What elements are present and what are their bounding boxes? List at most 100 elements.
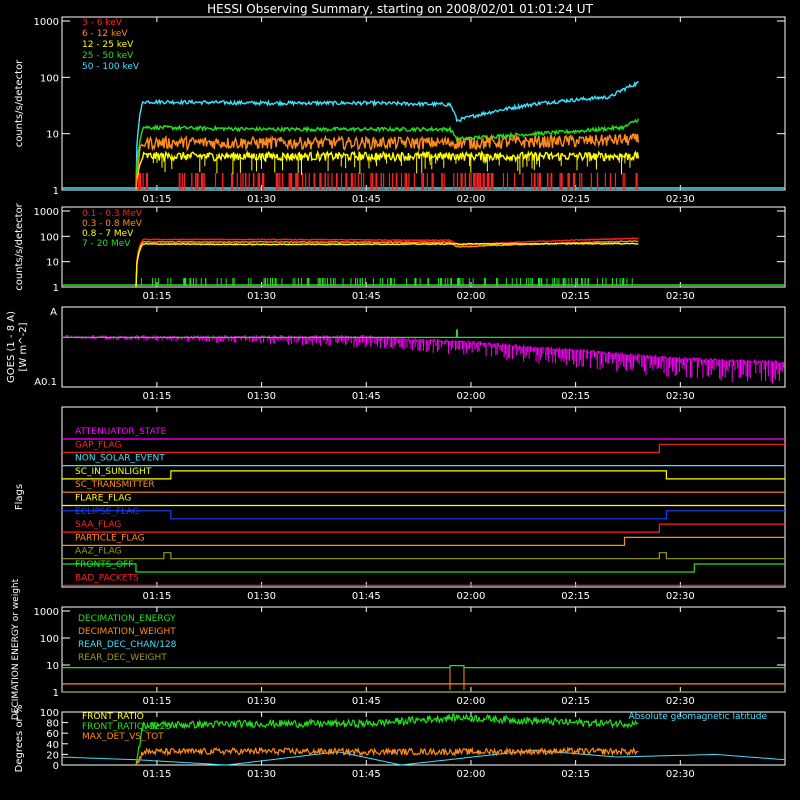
y-axis-label: Degrees or % xyxy=(14,705,25,773)
x-tick-label: 02:15 xyxy=(561,291,590,302)
y-axis-label: counts/s/detector xyxy=(14,202,25,290)
y-tick-label: 20 xyxy=(46,750,59,761)
chart-title: HESSI Observing Summary, starting on 200… xyxy=(207,2,593,16)
y-tick-label: 0 xyxy=(53,761,59,772)
legend-entry: 12 - 25 keV xyxy=(82,40,134,50)
x-tick-label: 01:30 xyxy=(247,696,276,707)
legend-entry: MAX_DET_VS_TOT xyxy=(82,732,164,742)
y-tick-label: 100 xyxy=(40,232,59,243)
x-tick-label: 01:30 xyxy=(247,391,276,402)
y-axis-label: GOES (1 - 8 A) xyxy=(6,311,17,383)
y-tick-label: 100 xyxy=(40,634,59,645)
x-tick-label: 01:45 xyxy=(352,291,381,302)
flag-label: SC_IN_SUNLIGHT xyxy=(75,467,152,477)
x-tick-label: 02:30 xyxy=(666,391,695,402)
flag-label: FRONTS_OFF xyxy=(75,560,133,570)
x-tick-label: 01:15 xyxy=(142,696,171,707)
x-tick-label: 02:00 xyxy=(457,769,486,780)
flag-line xyxy=(62,552,785,560)
y-tick-label: 40 xyxy=(46,740,59,751)
y-tick-label: 80 xyxy=(46,719,59,730)
y-tick-label: 60 xyxy=(46,729,59,740)
x-tick-label: 02:15 xyxy=(561,769,590,780)
y-tick-label: 1 xyxy=(53,688,59,699)
x-tick-label: 02:30 xyxy=(666,696,695,707)
x-tick-label: 02:30 xyxy=(666,591,695,602)
y-tick-label: 100 xyxy=(40,708,59,719)
x-tick-label: 02:00 xyxy=(457,391,486,402)
x-tick-label: 01:15 xyxy=(142,391,171,402)
flag-label: FLARE_FLAG xyxy=(75,494,131,504)
flag-line xyxy=(62,510,785,520)
flag-line xyxy=(62,523,785,533)
legend-entry: 50 - 100 keV xyxy=(82,62,140,72)
legend-entry: 7 - 20 MeV xyxy=(82,239,131,249)
x-tick-label: 01:45 xyxy=(352,696,381,707)
decimation-series-line xyxy=(62,665,785,669)
x-tick-label: 01:15 xyxy=(142,591,171,602)
x-tick-label: 01:45 xyxy=(352,769,381,780)
plot-panels: 01:15 01:30 01:45 02:00 02:15 02:301101001000… xyxy=(6,16,786,780)
flag-label: ATTENUATOR_STATE xyxy=(75,427,167,437)
x-tick-label: 01:15 xyxy=(142,194,171,205)
series-2-line xyxy=(135,149,640,191)
y-axis-label: DECIMATION ENERGY or weight xyxy=(11,578,21,720)
panel-frame-1 xyxy=(61,206,786,288)
x-tick-label: 02:15 xyxy=(561,696,590,707)
y-tick-label: 10 xyxy=(46,661,59,672)
y-axis-unit: [W m^-2] xyxy=(18,322,29,371)
y-tick-label: A xyxy=(50,307,57,318)
geomag-annotation: Absolute geomagnetic latitude xyxy=(628,712,767,722)
y-tick-label: A0.1 xyxy=(34,377,57,388)
x-tick-label: 02:30 xyxy=(666,194,695,205)
legend-entry: 0.1 - 0.3 MeV xyxy=(82,209,143,219)
geomag-latitude-line xyxy=(61,749,786,766)
decimation-weight-spike xyxy=(449,665,465,690)
legend-entry: DECIMATION_WEIGHT xyxy=(78,627,176,637)
x-tick-label: 01:30 xyxy=(247,769,276,780)
flag-label: AAZ_FLAG xyxy=(75,547,122,557)
legend-entry: FRONT_RATIO xyxy=(82,712,144,722)
legend-entry: DECIMATION_ENERGY xyxy=(78,614,176,624)
y-axis-label: Flags xyxy=(14,484,25,510)
x-tick-label: 02:00 xyxy=(457,291,486,302)
legend-entry: 0.3 - 0.8 MeV xyxy=(82,219,143,229)
panel-frame-2 xyxy=(61,306,786,388)
legend-entry: 0.8 - 7 MeV xyxy=(82,229,134,239)
y-tick-label: 1000 xyxy=(34,17,59,28)
flag-line xyxy=(62,443,785,453)
y-tick-label: 1 xyxy=(53,283,59,294)
y-axis-label: counts/s/detector xyxy=(14,59,25,147)
y-tick-label: 1 xyxy=(53,186,59,197)
y-tick-label: 10 xyxy=(46,130,59,141)
y-tick-label: 1000 xyxy=(34,207,59,218)
x-tick-label: 02:00 xyxy=(457,194,486,205)
x-tick-label: 02:15 xyxy=(561,591,590,602)
ratio-series-1-line xyxy=(135,713,639,766)
legend-entry: 3 - 6 keV xyxy=(82,18,123,28)
flag-line xyxy=(62,470,785,480)
series-3-line xyxy=(135,118,640,191)
y-tick-label: 10 xyxy=(46,258,59,269)
y-tick-label: 1000 xyxy=(34,607,59,618)
x-tick-label: 01:30 xyxy=(247,591,276,602)
flag-label: GAP_FLAG xyxy=(75,440,121,450)
panel-frame-5 xyxy=(61,711,786,766)
x-tick-label: 02:15 xyxy=(561,391,590,402)
flag-line xyxy=(62,536,785,546)
legend-entry: REAR_DEC_WEIGHT xyxy=(78,653,167,663)
x-tick-label: 02:00 xyxy=(457,696,486,707)
y-tick-label: 100 xyxy=(40,73,59,84)
series-1-line xyxy=(135,133,640,191)
flag-label: SAA_FLAG xyxy=(75,520,121,530)
legend-entry: FRONT_RATIO_1225 xyxy=(82,722,171,732)
x-tick-label: 01:30 xyxy=(247,194,276,205)
x-tick-label: 02:30 xyxy=(666,769,695,780)
flag-label: SC_TRANSMITTER xyxy=(75,480,155,490)
series-0-line xyxy=(135,237,639,288)
x-tick-label: 01:45 xyxy=(352,391,381,402)
ratio-series-2-line xyxy=(135,746,639,766)
x-tick-label: 01:15 xyxy=(142,291,171,302)
legend-entry: 6 - 12 keV xyxy=(82,29,128,39)
